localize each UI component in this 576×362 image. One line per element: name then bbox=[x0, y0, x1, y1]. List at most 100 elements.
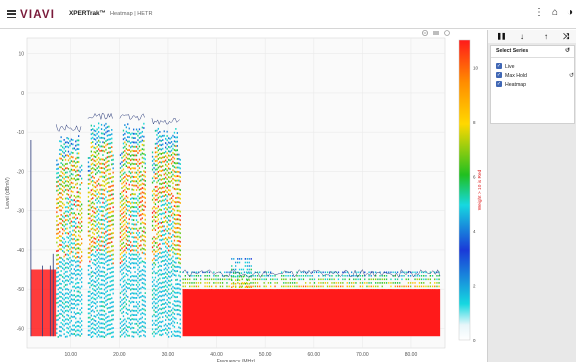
carrier-cell bbox=[93, 155, 95, 158]
carrier-cell bbox=[67, 245, 70, 248]
carrier-cell bbox=[56, 237, 58, 239]
carrier-cell bbox=[128, 222, 130, 225]
arrow-down-icon[interactable]: ↓ bbox=[520, 32, 524, 41]
carrier-cell bbox=[124, 327, 126, 329]
carrier-cell bbox=[168, 279, 170, 282]
carrier-cell bbox=[175, 166, 177, 169]
carrier-cell bbox=[100, 275, 103, 277]
carrier-cell bbox=[143, 235, 145, 237]
colorbar-tick-label: 4 bbox=[473, 229, 476, 234]
carrier-cell bbox=[90, 241, 92, 243]
reset-icon[interactable]: ↺ bbox=[564, 48, 570, 54]
carrier-cell bbox=[159, 277, 161, 280]
noise-cell bbox=[359, 285, 361, 288]
carrier-cell bbox=[156, 172, 158, 175]
carrier-cell bbox=[157, 188, 159, 191]
checkbox-checked-icon[interactable]: ✓ bbox=[496, 72, 502, 79]
noise-cell bbox=[401, 271, 403, 274]
carrier-cell bbox=[79, 334, 81, 337]
carrier-cell bbox=[122, 319, 125, 322]
menu-icon[interactable] bbox=[7, 10, 16, 19]
carrier-cell bbox=[122, 246, 125, 248]
zoom-fit-icon[interactable]: ⤨ bbox=[562, 32, 570, 41]
carrier-cell bbox=[137, 311, 139, 314]
carrier-cell bbox=[106, 277, 108, 279]
carrier-cell bbox=[156, 146, 158, 149]
carrier-cell bbox=[93, 259, 95, 261]
carrier-cell bbox=[76, 178, 78, 181]
carrier-cell bbox=[103, 189, 106, 192]
contrast-icon[interactable]: ◑ bbox=[566, 7, 574, 18]
carrier-cell bbox=[125, 130, 127, 133]
noise-cell bbox=[270, 278, 272, 281]
carrier-cell bbox=[92, 279, 94, 282]
carrier-cell bbox=[78, 333, 80, 336]
carrier-cell bbox=[168, 314, 170, 317]
noise-cell bbox=[434, 271, 436, 274]
carrier-cell bbox=[66, 167, 68, 169]
home-icon[interactable]: ⌂ bbox=[551, 7, 559, 18]
carrier-cell bbox=[140, 287, 142, 290]
carrier-cell bbox=[157, 214, 159, 216]
carrier-cell bbox=[79, 300, 81, 303]
carrier-cell bbox=[141, 320, 143, 323]
carrier-cell bbox=[76, 204, 78, 207]
carrier-cell bbox=[72, 307, 74, 310]
checkbox-checked-icon[interactable]: ✓ bbox=[496, 63, 502, 70]
carrier-cell bbox=[109, 237, 111, 240]
carrier-cell bbox=[98, 295, 100, 297]
reset-icon[interactable]: ↺ bbox=[568, 73, 574, 79]
series-item-live[interactable]: ✓ Live bbox=[496, 63, 515, 72]
carrier-cell bbox=[144, 236, 146, 238]
carrier-cell bbox=[90, 331, 92, 334]
carrier-cell bbox=[179, 327, 181, 330]
carrier-cell bbox=[122, 323, 125, 326]
carrier-cell bbox=[131, 292, 133, 294]
noise-cell bbox=[372, 271, 375, 274]
pause-icon[interactable]: ❚❚ bbox=[496, 33, 507, 40]
carrier-cell bbox=[134, 150, 136, 152]
carrier-cell bbox=[93, 315, 95, 317]
carrier-cell bbox=[175, 335, 177, 337]
carrier-cell bbox=[69, 170, 71, 173]
carrier-cell bbox=[127, 175, 129, 177]
bump-cell bbox=[244, 282, 246, 285]
series-item-max-hold[interactable]: ✓ Max Hold ↺ bbox=[496, 72, 574, 81]
carrier-cell bbox=[89, 299, 91, 302]
checkbox-checked-icon[interactable]: ✓ bbox=[496, 81, 502, 88]
heatmap-chart[interactable]: 10 0 -10 -20 -30 -40 -50 -60 10.00 20.00 30.00 40.0… bbox=[0, 30, 486, 362]
arrow-up-icon[interactable]: ↑ bbox=[544, 32, 548, 41]
carrier-cell bbox=[143, 308, 145, 311]
carrier-cell bbox=[122, 224, 125, 227]
carrier-cell bbox=[144, 326, 146, 329]
more-vertical-icon[interactable]: ⋮ bbox=[534, 7, 544, 18]
carrier-cell bbox=[72, 225, 74, 228]
carrier-cell bbox=[67, 142, 70, 144]
carrier-cell bbox=[102, 180, 104, 182]
carrier-cell bbox=[56, 224, 58, 227]
carrier-cell bbox=[64, 167, 67, 170]
carrier-cell bbox=[67, 301, 70, 304]
carrier-cell bbox=[93, 177, 95, 179]
bump-cell bbox=[240, 258, 243, 260]
carrier-cell bbox=[141, 273, 143, 276]
carrier-cell bbox=[130, 232, 132, 235]
carrier-cell bbox=[154, 298, 157, 301]
carrier-cell bbox=[124, 180, 126, 183]
carrier-cell bbox=[64, 310, 67, 312]
noise-cell bbox=[281, 278, 283, 281]
noise-cell bbox=[307, 285, 309, 288]
carrier-cell bbox=[127, 317, 129, 320]
carrier-cell bbox=[59, 278, 61, 281]
series-item-heatmap[interactable]: ✓ Heatmap bbox=[496, 81, 526, 90]
refresh-icon[interactable] bbox=[444, 30, 450, 36]
carrier-cell bbox=[112, 266, 114, 269]
print-icon[interactable] bbox=[433, 31, 439, 35]
carrier-cell bbox=[93, 323, 95, 326]
zoom-out-icon[interactable] bbox=[422, 30, 428, 36]
carrier-cell bbox=[89, 221, 91, 224]
noise-cell bbox=[342, 278, 344, 281]
carrier-cell bbox=[63, 186, 65, 189]
carrier-cell bbox=[81, 212, 83, 215]
